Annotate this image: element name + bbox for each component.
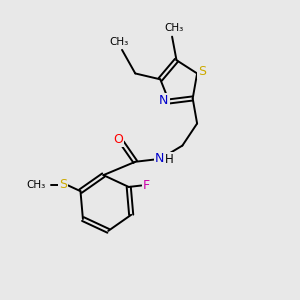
Text: N: N xyxy=(155,152,164,165)
Text: O: O xyxy=(114,133,123,146)
Text: S: S xyxy=(198,64,206,78)
Text: CH₃: CH₃ xyxy=(164,23,183,33)
Text: H: H xyxy=(165,153,174,166)
Text: CH₃: CH₃ xyxy=(26,180,45,190)
Text: F: F xyxy=(143,179,150,192)
Text: S: S xyxy=(59,178,67,191)
Text: CH₃: CH₃ xyxy=(110,37,129,47)
Text: N: N xyxy=(159,94,169,107)
